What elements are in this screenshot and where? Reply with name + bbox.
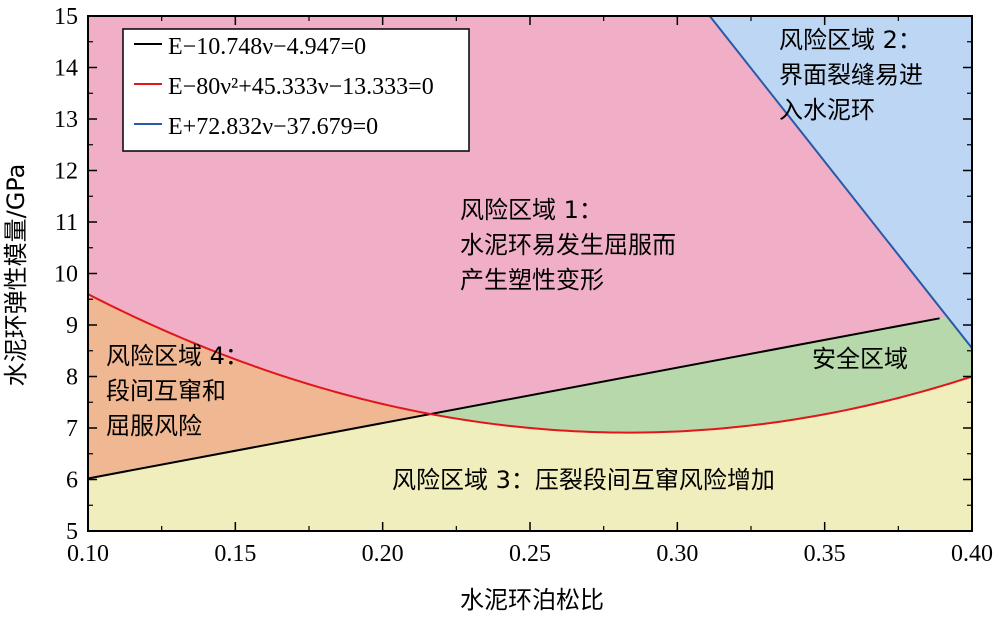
- y-tick-label: 5: [66, 519, 78, 545]
- y-tick-label: 13: [54, 107, 78, 133]
- x-tick-label: 0.30: [656, 541, 698, 567]
- y-tick-label: 6: [66, 468, 78, 494]
- curves-layer: [87, 15, 973, 480]
- black-boundary-line: [87, 317, 940, 480]
- legend-entry-label: E−10.748ν−4.947=0: [168, 34, 366, 60]
- y-tick-label: 12: [54, 159, 78, 185]
- x-tick-label: 0.10: [67, 541, 109, 567]
- region-1-label-line: 产生塑性变形: [460, 266, 604, 294]
- x-tick-label: 0.25: [509, 541, 551, 567]
- legend: E−10.748ν−4.947=0 E−80ν²+45.333ν−13.333=0…: [122, 28, 470, 152]
- legend-entry-label: E+72.832ν−37.679=0: [168, 114, 378, 140]
- y-tick-label: 8: [66, 365, 78, 391]
- region-4-area: [88, 294, 431, 479]
- y-tick-label: 9: [66, 313, 78, 339]
- region-3-area: [88, 376, 972, 531]
- y-tick-label: 15: [54, 4, 78, 30]
- x-tick-label: 0.35: [804, 541, 846, 567]
- legend-box: [122, 28, 470, 152]
- blue-boundary-line: [708, 15, 973, 349]
- region-3-label-line: 风险区域 3：压裂段间互窜风险增加: [392, 466, 775, 494]
- y-tick-label: 7: [66, 416, 78, 442]
- region-4-label-line: 段间互窜和: [106, 377, 226, 405]
- region-2-label-line: 界面裂缝易进: [779, 61, 923, 89]
- ticks-layer: 0.10 0.15 0.20 0.25 0.30 0.35 0.40 5 6 7 8 9 10 11 12 1…: [54, 4, 993, 567]
- region-4-label-line: 风险区域 4：: [106, 342, 249, 370]
- region-1-label-line: 水泥环易发生屈服而: [460, 231, 676, 259]
- y-tick-label: 11: [55, 210, 78, 236]
- red-boundary-curve: [87, 293, 973, 434]
- safe-region-label-line: 安全区域: [812, 345, 908, 373]
- x-tick-label: 0.15: [214, 541, 256, 567]
- x-tick-label: 0.20: [362, 541, 404, 567]
- region-2-label-line: 入水泥环: [779, 96, 875, 124]
- y-tick-label: 10: [54, 262, 78, 288]
- region-2-label-line: 风险区域 2：: [779, 26, 922, 54]
- region-4-label-line: 屈服风险: [106, 412, 202, 440]
- y-axis-title: 水泥环弹性模量/GPa: [2, 164, 30, 387]
- legend-entry-label: E−80ν²+45.333ν−13.333=0: [168, 74, 434, 100]
- safe-region-area: [430, 316, 972, 433]
- x-axis-title: 水泥环泊松比: [460, 586, 604, 614]
- x-tick-label: 0.40: [951, 541, 993, 567]
- region-1-label-line: 风险区域 1：: [460, 196, 603, 224]
- y-tick-label: 14: [54, 56, 78, 82]
